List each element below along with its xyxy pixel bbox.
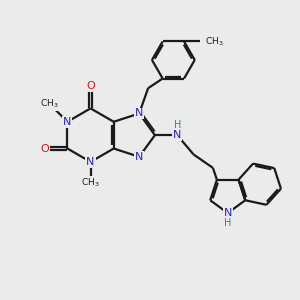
Text: CH$_3$: CH$_3$ — [40, 98, 59, 110]
Text: N: N — [224, 208, 232, 218]
Text: H: H — [173, 120, 181, 130]
Text: N: N — [173, 130, 182, 140]
Text: O: O — [86, 81, 95, 91]
Text: CH$_3$: CH$_3$ — [81, 176, 100, 189]
Text: O: O — [41, 143, 50, 154]
Text: N: N — [86, 157, 95, 167]
Text: N: N — [135, 152, 143, 162]
Text: CH$_3$: CH$_3$ — [205, 35, 224, 48]
Text: H: H — [224, 218, 231, 228]
Text: N: N — [135, 109, 143, 118]
Text: N: N — [63, 117, 72, 127]
